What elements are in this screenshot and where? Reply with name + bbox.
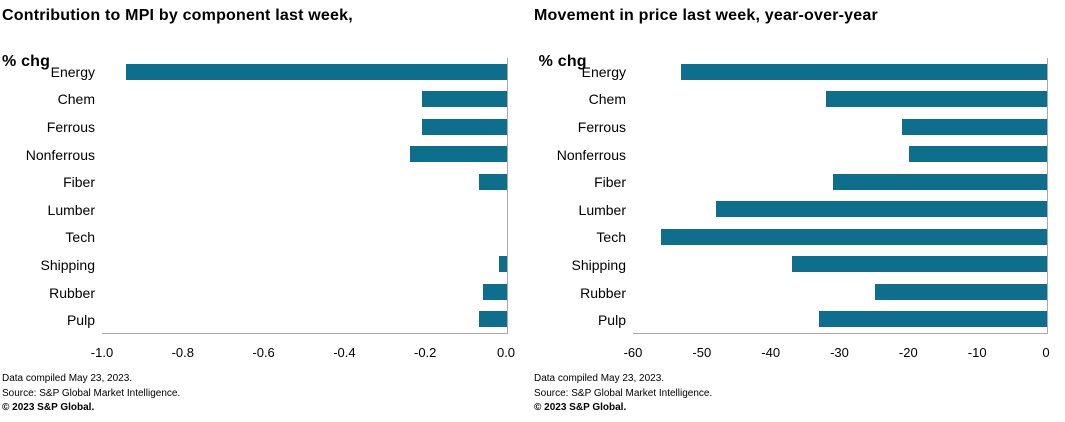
category-label-tech: Tech bbox=[65, 229, 95, 246]
x-tick-label: 0 bbox=[1042, 345, 1050, 360]
bar-fiber bbox=[833, 173, 1047, 190]
bar-tech bbox=[660, 228, 1047, 245]
bar-ferrous bbox=[902, 118, 1047, 135]
bar-pulp bbox=[478, 311, 507, 328]
bars-area bbox=[633, 58, 1048, 334]
bar-row-fiber bbox=[102, 168, 507, 196]
x-tick-label: -1.0 bbox=[90, 345, 114, 360]
category-label-tech: Tech bbox=[596, 229, 626, 246]
category-label-energy: Energy bbox=[581, 63, 626, 80]
bar-chem bbox=[826, 91, 1047, 108]
bar-shipping bbox=[498, 256, 507, 273]
x-tick-label: -40 bbox=[761, 345, 781, 360]
bar-energy bbox=[681, 63, 1047, 80]
bar-row-lumber bbox=[633, 196, 1047, 224]
bar-row-nonferrous bbox=[102, 141, 507, 169]
x-tick-label: -0.8 bbox=[171, 345, 194, 360]
bar-row-tech bbox=[102, 223, 507, 251]
category-label-pulp: Pulp bbox=[66, 312, 95, 329]
x-tick-label: -20 bbox=[898, 345, 918, 360]
bar-row-tech bbox=[633, 223, 1047, 251]
footnote-copyright: © 2023 S&P Global. bbox=[534, 402, 627, 413]
footnote-source: Source: S&P Global Market Intelligence. bbox=[2, 387, 181, 399]
bar-row-lumber bbox=[102, 196, 507, 224]
bar-energy bbox=[126, 63, 507, 80]
bar-fiber bbox=[478, 173, 507, 190]
x-tick-label: -30 bbox=[830, 345, 849, 360]
category-label-pulp: Pulp bbox=[597, 312, 626, 329]
bar-row-nonferrous bbox=[633, 141, 1047, 169]
bar-shipping bbox=[791, 256, 1047, 273]
bar-row-rubber bbox=[102, 278, 507, 306]
bar-row-ferrous bbox=[633, 113, 1047, 141]
x-tick-label: -10 bbox=[967, 345, 987, 360]
category-label-rubber: Rubber bbox=[49, 284, 95, 301]
plot-area: Energy Chem Ferrous Nonferrous Fiber Lumber Te… bbox=[0, 58, 508, 334]
bar-nonferrous bbox=[409, 146, 507, 163]
category-label-energy: Energy bbox=[50, 63, 95, 80]
chart-title-line-2: % chg bbox=[534, 53, 587, 70]
category-label-lumber: Lumber bbox=[47, 201, 95, 218]
category-label-chem: Chem bbox=[57, 91, 95, 108]
bar-chem bbox=[421, 91, 507, 108]
x-axis: -60 -50 -40 -30 -20 -10 0 bbox=[624, 345, 1050, 361]
chart-title: Movement in price last week, year-over-y… bbox=[534, 4, 1063, 73]
bar-row-ferrous bbox=[102, 113, 507, 141]
bar-row-energy bbox=[633, 58, 1047, 86]
category-label-nonferrous: Nonferrous bbox=[25, 146, 95, 163]
bar-lumber bbox=[715, 201, 1047, 218]
x-tick-label: 0.0 bbox=[496, 345, 516, 360]
footnote-compiled: Data compiled May 23, 2023. bbox=[534, 373, 665, 384]
bar-ferrous bbox=[421, 118, 507, 135]
bar-pulp bbox=[819, 311, 1047, 328]
category-label-shipping: Shipping bbox=[571, 256, 627, 273]
category-label-fiber: Fiber bbox=[63, 174, 95, 191]
category-label-shipping: Shipping bbox=[40, 256, 96, 273]
category-label-ferrous: Ferrous bbox=[46, 118, 95, 135]
category-label-nonferrous: Nonferrous bbox=[556, 146, 626, 163]
chart-panel-contribution: Contribution to MPI by component last we… bbox=[0, 0, 532, 422]
category-label-chem: Chem bbox=[588, 91, 626, 108]
bar-row-chem bbox=[102, 86, 507, 114]
chart-title: Contribution to MPI by component last we… bbox=[2, 4, 530, 73]
category-label-lumber: Lumber bbox=[578, 201, 626, 218]
bar-row-rubber bbox=[633, 278, 1047, 306]
chart-panel-movement: Movement in price last week, year-over-y… bbox=[532, 0, 1065, 422]
source-note: Data compiled May 23, 2023. Source: S&P … bbox=[534, 372, 712, 416]
footnote-copyright: © 2023 S&P Global. bbox=[2, 402, 95, 413]
footnote-source: Source: S&P Global Market Intelligence. bbox=[534, 387, 713, 399]
x-tick-label: -60 bbox=[623, 345, 643, 360]
bar-row-pulp bbox=[633, 306, 1047, 334]
footnote-compiled: Data compiled May 23, 2023. bbox=[2, 373, 133, 384]
plot-area: Energy Chem Ferrous Nonferrous Fiber Lumber Te… bbox=[532, 58, 1048, 334]
x-tick-label: -50 bbox=[692, 345, 712, 360]
bar-rubber bbox=[874, 283, 1047, 300]
category-axis: Energy Chem Ferrous Nonferrous Fiber Lumber Te… bbox=[532, 58, 633, 334]
source-note: Data compiled May 23, 2023. Source: S&P … bbox=[2, 372, 180, 416]
category-label-ferrous: Ferrous bbox=[577, 118, 626, 135]
bar-row-energy bbox=[102, 58, 507, 86]
bar-row-shipping bbox=[633, 251, 1047, 279]
chart-title-line-1: Contribution to MPI by component last we… bbox=[2, 7, 353, 24]
x-tick-label: -0.4 bbox=[333, 345, 356, 360]
bars-area bbox=[102, 58, 508, 334]
category-label-rubber: Rubber bbox=[580, 284, 626, 301]
x-tick-label: -0.2 bbox=[413, 345, 437, 360]
x-axis: -1.0 -0.8 -0.6 -0.4 -0.2 0.0 bbox=[91, 345, 515, 361]
bar-row-shipping bbox=[102, 251, 507, 279]
bar-row-fiber bbox=[633, 168, 1047, 196]
bar-nonferrous bbox=[909, 146, 1047, 163]
bar-rubber bbox=[482, 283, 507, 300]
category-label-fiber: Fiber bbox=[594, 174, 626, 191]
category-axis: Energy Chem Ferrous Nonferrous Fiber Lumber Te… bbox=[0, 58, 102, 334]
chart-title-line-2: % chg bbox=[2, 53, 51, 70]
bar-row-pulp bbox=[102, 306, 507, 334]
bar-row-chem bbox=[633, 86, 1047, 114]
chart-title-line-1: Movement in price last week, year-over-y… bbox=[534, 7, 878, 24]
x-tick-label: -0.6 bbox=[252, 345, 275, 360]
